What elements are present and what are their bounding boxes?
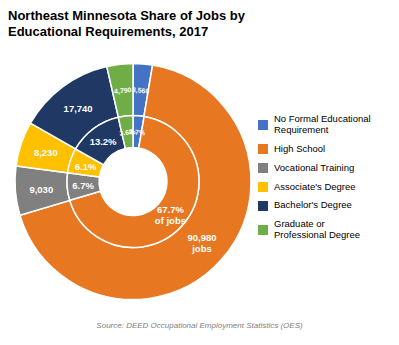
html-text:Source: DEED Occupational Empl: Source: DEED Occupational Employment Sta…: [96, 321, 303, 330]
svg-text:13.2%: 13.2%: [90, 136, 117, 147]
html-text:High School: High School: [274, 142, 326, 154]
html-text:Northeast Minnesota Share of J: Northeast Minnesota Share of Jobs by Edu…: [8, 8, 245, 39]
svg-text:2.7%: 2.7%: [129, 127, 146, 136]
html-text:Bachelor's Degree: Bachelor's Degree: [274, 199, 352, 211]
svg-text:90,980jobs: 90,980jobs: [187, 231, 216, 253]
svg-text:3.6%: 3.6%: [119, 127, 136, 136]
svg-text:9,030: 9,030: [29, 183, 53, 194]
svg-text:17,740: 17,740: [64, 102, 93, 113]
html-text:Graduate or Professional Degre: Graduate or Professional Degree: [274, 218, 361, 241]
svg-text:6.1%: 6.1%: [75, 160, 97, 171]
svg-text:4,790: 4,790: [114, 86, 132, 96]
html-text:Associate's Degree: Associate's Degree: [274, 180, 356, 192]
svg-text:3,560: 3,560: [132, 86, 150, 95]
svg-text:8,230: 8,230: [34, 147, 58, 158]
html-text:No Formal Educational Requirem: No Formal Educational Requirement: [274, 112, 371, 135]
svg-text:67.7%of jobs: 67.7%of jobs: [155, 204, 186, 226]
svg-text:6.7%: 6.7%: [72, 180, 94, 191]
html-text:Vocational Training: Vocational Training: [274, 161, 355, 173]
